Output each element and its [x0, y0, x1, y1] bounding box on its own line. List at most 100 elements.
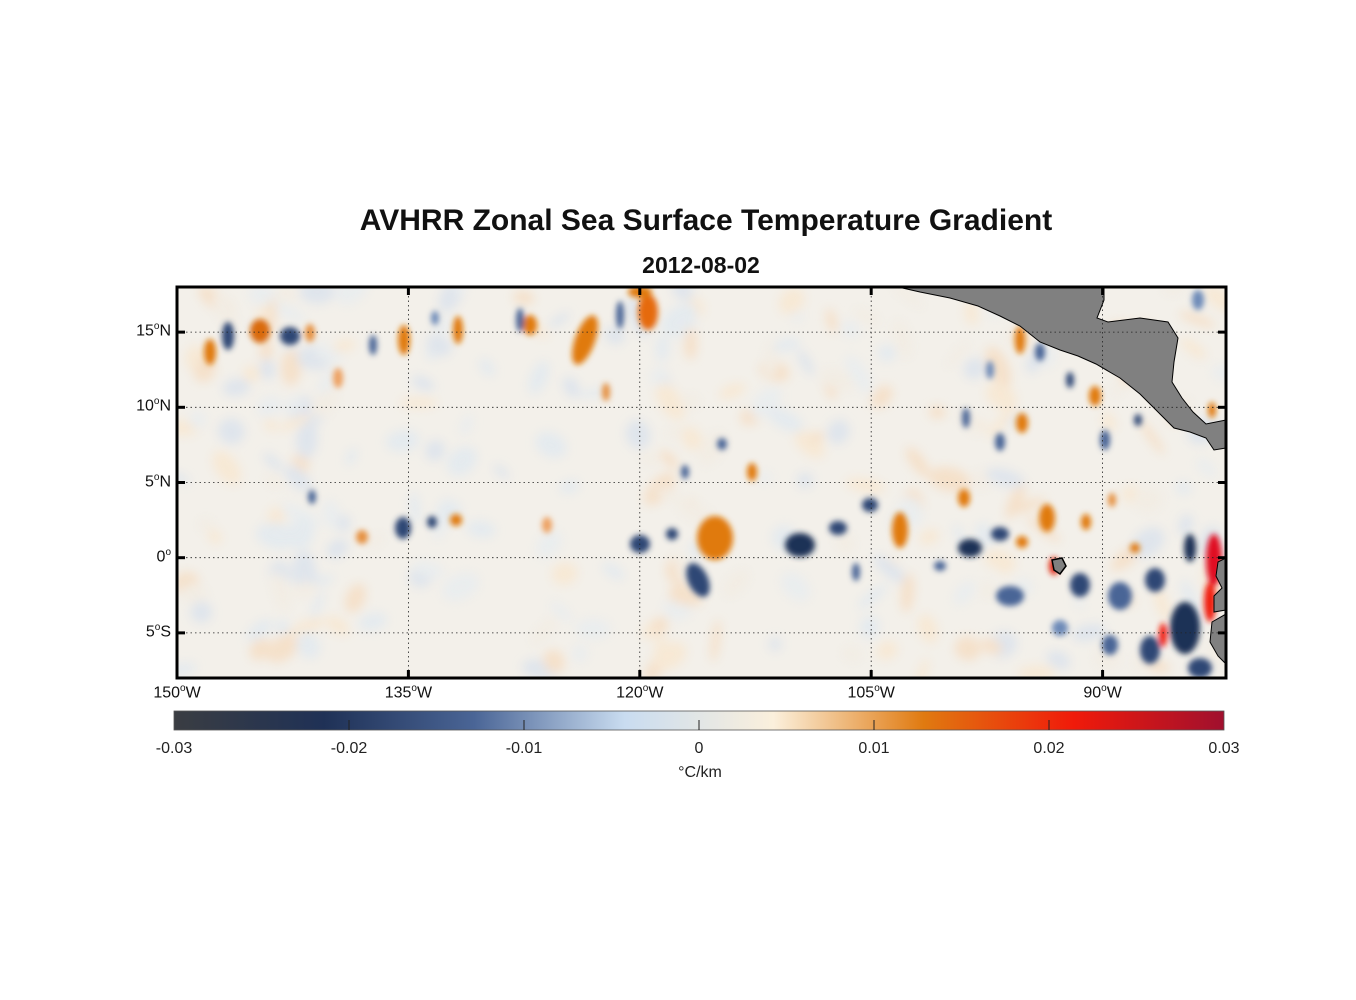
texture-patch — [222, 378, 251, 397]
texture-patch — [854, 308, 880, 326]
texture-patch — [438, 287, 466, 312]
texture-patch — [1203, 287, 1226, 313]
texture-patch — [1178, 514, 1194, 537]
texture-patch — [659, 450, 679, 469]
texture-patch — [572, 644, 588, 663]
latitude-label: 15oN — [136, 321, 171, 340]
texture-patch — [425, 440, 446, 462]
texture-patch — [750, 386, 782, 419]
positive-feature — [1015, 326, 1025, 354]
colorbar-tick-label: 0.01 — [858, 740, 890, 757]
negative-feature — [431, 311, 439, 325]
texture-patch — [975, 522, 995, 548]
map-title: AVHRR Zonal Sea Surface Temperature Grad… — [359, 204, 1053, 237]
colorbar-tick-label: 0.03 — [1208, 740, 1240, 757]
negative-feature — [681, 465, 689, 479]
texture-patch — [536, 530, 562, 558]
texture-patch — [188, 411, 207, 429]
texture-patch — [1073, 595, 1085, 610]
texture-patch — [243, 365, 261, 383]
texture-patch — [284, 397, 303, 412]
positive-feature — [450, 514, 462, 526]
positive-feature — [1089, 386, 1101, 406]
texture-patch — [651, 617, 669, 634]
texture-patch — [411, 375, 435, 391]
latitude-label: 5oN — [144, 471, 171, 490]
texture-patch — [984, 548, 1006, 568]
negative-feature — [996, 586, 1024, 606]
negative-feature — [785, 533, 815, 557]
longitude-label: 150oW — [153, 683, 201, 702]
negative-feature — [1035, 343, 1045, 361]
positive-feature — [1159, 623, 1167, 647]
colorbar-tick-label: -0.02 — [330, 740, 368, 757]
texture-patch — [442, 572, 480, 602]
negative-feature — [1070, 573, 1090, 597]
texture-patch — [217, 418, 245, 445]
negative-feature — [829, 521, 847, 535]
texture-patch — [249, 638, 272, 661]
texture-patch — [928, 466, 971, 492]
latitude-label: 0o — [156, 546, 171, 566]
texture-patch — [271, 571, 291, 612]
texture-patch — [446, 446, 478, 476]
latitude-label: 5oS — [145, 621, 171, 641]
texture-patch — [263, 453, 283, 471]
texture-patch — [842, 646, 862, 662]
texture-patch — [413, 560, 445, 579]
texture-patch — [400, 397, 438, 408]
texture-patch — [985, 346, 1012, 387]
negative-feature — [986, 361, 994, 379]
negative-feature — [1102, 635, 1118, 655]
texture-patch — [299, 287, 336, 304]
negative-feature — [717, 438, 727, 450]
texture-patch — [604, 326, 626, 345]
longitude-label: 120oW — [616, 683, 664, 702]
texture-patch — [288, 518, 315, 550]
negative-feature — [862, 498, 878, 512]
texture-patch — [289, 582, 320, 597]
texture-patch — [531, 617, 558, 645]
negative-feature — [1184, 534, 1196, 562]
texture-patch — [986, 382, 1017, 411]
texture-patch — [900, 572, 915, 613]
texture-patch — [259, 337, 273, 365]
negative-feature — [280, 327, 300, 345]
texture-patch — [656, 487, 687, 506]
colorbar-ticks — [348, 720, 1050, 730]
colorbar-tick-label: -0.01 — [505, 740, 543, 757]
texture-patch — [317, 370, 338, 394]
texture-patch — [987, 406, 1016, 439]
texture-patch — [840, 320, 861, 338]
texture-patch — [535, 431, 567, 458]
texture-patch — [278, 415, 311, 431]
texture-patch — [602, 562, 625, 580]
texture-patch — [919, 529, 940, 545]
texture-patch — [433, 317, 454, 334]
negative-feature — [1134, 414, 1142, 426]
negative-feature — [934, 561, 946, 571]
texture-patch — [212, 450, 242, 485]
texture-patch — [845, 355, 873, 394]
texture-patch — [259, 358, 276, 380]
texture-patch — [871, 385, 893, 409]
positive-feature — [204, 339, 216, 365]
texture-patch — [426, 334, 452, 357]
texture-patch — [794, 430, 825, 458]
texture-patch — [315, 343, 332, 359]
texture-patch — [655, 334, 670, 362]
texture-patch — [980, 638, 1003, 655]
negative-feature — [686, 563, 710, 597]
negative-feature — [1108, 582, 1132, 610]
texture-patch — [980, 582, 997, 599]
negative-feature — [852, 563, 860, 581]
texture-patch — [835, 532, 855, 554]
positive-feature — [602, 383, 610, 401]
longitude-label: 90oW — [1083, 683, 1122, 702]
texture-patch — [653, 633, 666, 667]
texture-patch — [673, 549, 688, 586]
texture-patch — [1178, 311, 1216, 328]
texture-patch — [344, 583, 366, 613]
texture-patch — [877, 344, 897, 362]
positive-feature — [542, 517, 552, 533]
